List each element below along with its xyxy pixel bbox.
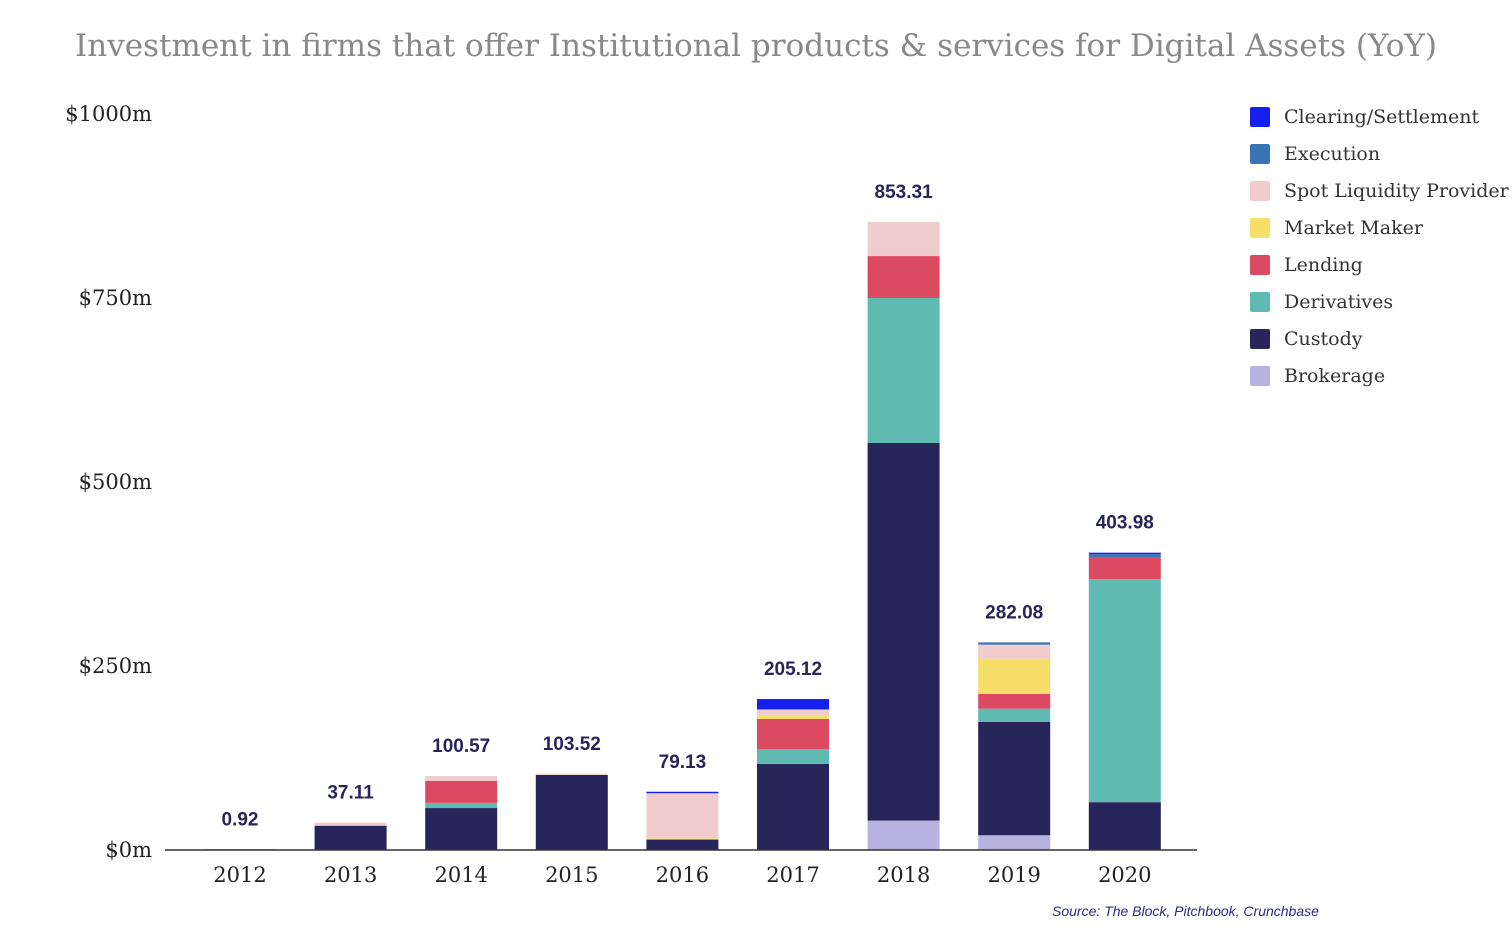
- x-tick-label: 2012: [213, 863, 266, 887]
- bar-total-label: 79.13: [659, 752, 707, 773]
- bar-segment: [867, 442, 940, 821]
- legend-swatch: [1250, 106, 1270, 127]
- legend-item: Derivatives: [1250, 283, 1509, 320]
- legend-swatch: [1250, 217, 1270, 238]
- bar-segment: [1088, 554, 1161, 558]
- x-tick-label: 2020: [1098, 863, 1151, 887]
- legend-label: Custody: [1284, 327, 1363, 350]
- legend-item: Clearing/Settlement: [1250, 98, 1509, 135]
- legend-label: Derivatives: [1284, 290, 1394, 313]
- legend-swatch: [1250, 180, 1270, 201]
- bar-segment: [646, 839, 719, 850]
- bar-segment: [757, 763, 829, 850]
- bar-segment: [1088, 557, 1161, 580]
- legend: Clearing/Settlement Execution Spot Liquidi…: [1250, 98, 1509, 394]
- bar-segment: [757, 709, 829, 717]
- chart-title: Investment in firms that offer Instituti…: [75, 28, 1437, 64]
- bar-segment: [978, 693, 1051, 709]
- bar-segment: [867, 820, 940, 850]
- legend-item: Brokerage: [1250, 357, 1509, 394]
- bar-segment: [314, 822, 387, 826]
- y-tick-label: $500m: [79, 470, 152, 494]
- x-tick-label: 2019: [987, 863, 1040, 887]
- x-tick-label: 2017: [766, 863, 819, 887]
- y-tick-label: $250m: [79, 654, 152, 678]
- bar-segment: [757, 716, 829, 719]
- bar-total-label: 853.31: [875, 182, 934, 203]
- bar-segment: [646, 838, 719, 840]
- y-tick-label: $1000m: [65, 102, 152, 126]
- legend-item: Market Maker: [1250, 209, 1509, 246]
- bar-segment: [535, 773, 608, 775]
- bar-segment: [757, 699, 829, 710]
- bar-segment: [978, 721, 1051, 836]
- bar-total-label: 282.08: [985, 602, 1043, 623]
- bar-segment: [425, 780, 498, 803]
- bar-segment: [1088, 552, 1161, 555]
- bar-segment: [425, 802, 498, 809]
- bar-segment: [978, 642, 1051, 645]
- bar-segment: [757, 718, 829, 750]
- bar-total-label: 205.12: [764, 659, 822, 680]
- bar-segment: [646, 838, 719, 839]
- bar-segment: [978, 658, 1051, 694]
- bar-segment: [978, 644, 1051, 659]
- legend-swatch: [1250, 365, 1270, 386]
- y-tick-label: $750m: [79, 286, 152, 310]
- x-tick-label: 2018: [877, 863, 930, 887]
- bar-segment: [314, 825, 387, 850]
- x-tick-label: 2014: [434, 863, 487, 887]
- bar-segment: [646, 793, 719, 839]
- legend-label: Market Maker: [1284, 216, 1423, 239]
- bar-segment: [978, 708, 1051, 722]
- bar-total-label: 100.57: [432, 736, 490, 757]
- bar-segment: [978, 835, 1051, 850]
- bar-segment: [867, 221, 940, 257]
- bar-segment: [1088, 802, 1161, 850]
- legend-item: Custody: [1250, 320, 1509, 357]
- legend-swatch: [1250, 143, 1270, 164]
- bar-total-label: 403.98: [1096, 513, 1154, 534]
- bar-total-label: 37.11: [327, 783, 374, 804]
- source-note: Source: The Block, Pitchbook, Crunchbase: [1052, 903, 1319, 919]
- legend-label: Execution: [1284, 142, 1381, 165]
- x-tick-label: 2015: [545, 863, 598, 887]
- bar-total-label: 103.52: [543, 734, 601, 755]
- legend-label: Spot Liquidity Provider: [1284, 179, 1509, 202]
- x-tick-label: 2016: [656, 863, 709, 887]
- legend-label: Brokerage: [1284, 364, 1386, 387]
- bar-total-label: 0.92: [222, 809, 259, 830]
- legend-item: Execution: [1250, 135, 1509, 172]
- legend-label: Clearing/Settlement: [1284, 105, 1480, 128]
- legend-swatch: [1250, 328, 1270, 349]
- bar-segment: [757, 749, 829, 764]
- legend-label: Lending: [1284, 253, 1363, 276]
- y-tick-label: $0m: [105, 838, 152, 862]
- legend-swatch: [1250, 254, 1270, 275]
- legend-item: Spot Liquidity Provider: [1250, 172, 1509, 209]
- bar-segment: [535, 774, 608, 850]
- bar-segment: [425, 775, 498, 781]
- bar-segment: [425, 808, 498, 850]
- x-tick-label: 2013: [324, 863, 377, 887]
- legend-item: Lending: [1250, 246, 1509, 283]
- legend-swatch: [1250, 291, 1270, 312]
- bar-segment: [867, 256, 940, 298]
- bar-segment: [1088, 579, 1161, 803]
- bar-segment: [867, 298, 940, 443]
- bar-segment: [646, 791, 719, 794]
